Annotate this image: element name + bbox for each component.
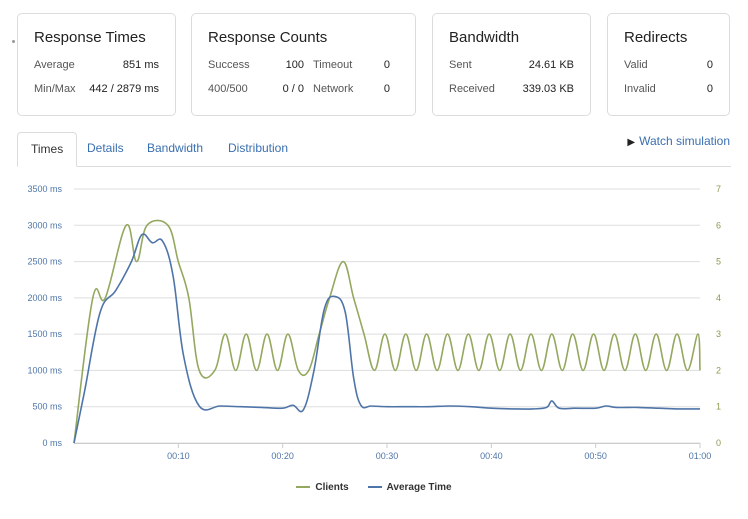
y2-tick-label: 7 [716,184,721,194]
received-label: Received [449,83,495,95]
minmax-label: Min/Max [34,83,76,95]
average-value: 851 ms [122,59,159,71]
y-tick-label: 1500 ms [27,329,62,339]
average-time-series-line [73,233,701,444]
y2-tick-label: 1 [716,402,721,412]
status-label: 400/500 [208,83,248,95]
response-counts-card: Response Counts Success 100 Timeout 0 40… [191,13,416,116]
y-tick-label: 2500 ms [27,257,62,267]
clients-series-line [73,219,701,444]
y2-tick-label: 3 [716,329,721,339]
play-icon: ▶ [627,137,636,148]
average-label: Average [34,59,75,71]
tab-details[interactable]: Details [87,141,124,155]
y-tick-label: 1000 ms [27,365,62,375]
chart-legend: Clients Average Time [0,480,748,493]
x-tick-label: 00:20 [271,451,294,461]
legend-average-time[interactable]: Average Time [367,481,452,493]
y-tick-label: 3000 ms [27,220,62,230]
y2-tick-label: 4 [716,293,721,303]
redirects-card: Redirects Valid 0 Invalid 0 [607,13,730,116]
response-times-card: Response Times Average 851 ms Min/Max 44… [17,13,176,116]
y2-tick-label: 6 [716,220,721,230]
bandwidth-card: Bandwidth Sent 24.61 KB Received 339.03 … [432,13,591,116]
legend-clients-label: Clients [315,481,349,493]
sent-value: 24.61 KB [528,59,574,71]
x-tick-label: 00:30 [376,451,399,461]
tab-bar: Times Details Bandwidth Distribution [17,132,731,167]
received-value: 339.03 KB [522,83,574,95]
legend-clients[interactable]: Clients [296,481,349,493]
y-tick-label: 3500 ms [27,184,62,194]
x-tick-label: 00:50 [584,451,607,461]
card-title: Response Times [34,29,146,46]
invalid-value: 0 [706,83,713,95]
x-tick-label: 00:40 [480,451,503,461]
y2-tick-label: 2 [716,365,721,375]
watch-simulation-link[interactable]: ▶ Watch simulation [627,134,730,148]
legend-clients-swatch [296,486,311,488]
success-label: Success [208,59,250,71]
legend-average-time-swatch [367,486,382,488]
sent-label: Sent [449,59,472,71]
y-tick-label: 2000 ms [27,293,62,303]
card-title: Bandwidth [449,29,520,46]
y2-tick-label: 0 [716,438,721,448]
card-title: Response Counts [208,29,328,46]
y-tick-label: 0 ms [42,438,62,448]
y-tick-label: 500 ms [32,402,62,412]
invalid-label: Invalid [624,83,656,95]
tab-distribution[interactable]: Distribution [228,141,289,155]
legend-average-time-label: Average Time [386,481,452,493]
timeout-value: 0 [383,59,390,71]
tab-bandwidth[interactable]: Bandwidth [147,141,204,155]
edge-marker [12,40,15,43]
card-title: Redirects [624,29,688,46]
x-tick-label: 00:10 [167,451,190,461]
y2-tick-label: 5 [716,257,721,267]
valid-label: Valid [624,59,648,71]
watch-simulation-label: Watch simulation [639,134,730,148]
success-value: 100 [285,59,304,71]
valid-value: 0 [706,59,713,71]
status-value: 0 / 0 [282,83,304,95]
timeout-label: Timeout [313,59,353,71]
network-label: Network [313,83,354,95]
x-tick-label: 01:00 [689,451,712,461]
tab-times[interactable]: Times [17,132,78,167]
network-value: 0 [383,83,390,95]
minmax-value: 442 / 2879 ms [89,83,159,95]
